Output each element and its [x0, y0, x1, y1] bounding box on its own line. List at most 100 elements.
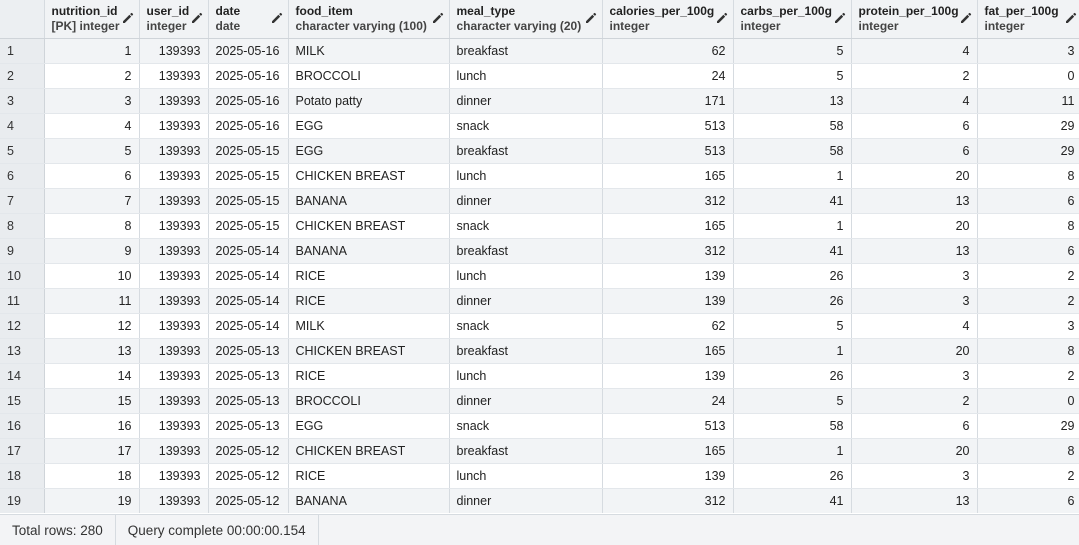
- cell-nutrition-id[interactable]: 5: [44, 138, 140, 164]
- cell-calories-per-100g[interactable]: 139: [602, 463, 734, 489]
- cell-carbs-per-100g[interactable]: 58: [733, 138, 852, 164]
- cell-protein-per-100g[interactable]: 20: [851, 438, 978, 464]
- row-number[interactable]: 9: [0, 238, 45, 264]
- cell-nutrition-id[interactable]: 9: [44, 238, 140, 264]
- row-number[interactable]: 15: [0, 388, 45, 414]
- cell-calories-per-100g[interactable]: 139: [602, 288, 734, 314]
- cell-protein-per-100g[interactable]: 13: [851, 238, 978, 264]
- cell-food-item[interactable]: BANANA: [288, 188, 450, 214]
- table-row[interactable]: 2 2 139393 2025-05-16 BROCCOLI lunch 24 5 2 0: [0, 63, 1079, 89]
- table-row[interactable]: 8 8 139393 2025-05-15 CHICKEN BREAST snack 165…: [0, 213, 1079, 239]
- cell-fat-per-100g[interactable]: 2: [977, 288, 1079, 314]
- cell-date[interactable]: 2025-05-15: [208, 188, 289, 214]
- cell-carbs-per-100g[interactable]: 26: [733, 263, 852, 289]
- cell-nutrition-id[interactable]: 2: [44, 63, 140, 89]
- table-row[interactable]: 9 9 139393 2025-05-14 BANANA breakfast 312 41 13…: [0, 238, 1079, 264]
- cell-calories-per-100g[interactable]: 165: [602, 338, 734, 364]
- cell-meal-type[interactable]: lunch: [449, 63, 603, 89]
- cell-carbs-per-100g[interactable]: 41: [733, 188, 852, 214]
- row-number[interactable]: 19: [0, 488, 45, 513]
- cell-date[interactable]: 2025-05-14: [208, 313, 289, 339]
- column-header-user-id[interactable]: user_id integer: [139, 0, 209, 39]
- cell-carbs-per-100g[interactable]: 5: [733, 38, 852, 64]
- cell-calories-per-100g[interactable]: 139: [602, 363, 734, 389]
- cell-fat-per-100g[interactable]: 8: [977, 438, 1079, 464]
- table-row[interactable]: 14 14 139393 2025-05-13 RICE lunch 139 26 3 2: [0, 363, 1079, 389]
- cell-calories-per-100g[interactable]: 24: [602, 63, 734, 89]
- cell-meal-type[interactable]: breakfast: [449, 238, 603, 264]
- cell-protein-per-100g[interactable]: 6: [851, 113, 978, 139]
- cell-date[interactable]: 2025-05-14: [208, 288, 289, 314]
- cell-meal-type[interactable]: dinner: [449, 488, 603, 513]
- cell-food-item[interactable]: Potato patty: [288, 88, 450, 114]
- cell-date[interactable]: 2025-05-14: [208, 263, 289, 289]
- table-row[interactable]: 1 1 139393 2025-05-16 MILK breakfast 62 5 4 3: [0, 38, 1079, 64]
- table-row[interactable]: 16 16 139393 2025-05-13 EGG snack 513 58 6 29: [0, 413, 1079, 439]
- cell-fat-per-100g[interactable]: 0: [977, 388, 1079, 414]
- pencil-icon[interactable]: [960, 12, 972, 24]
- row-number[interactable]: 3: [0, 88, 45, 114]
- cell-protein-per-100g[interactable]: 4: [851, 313, 978, 339]
- cell-protein-per-100g[interactable]: 3: [851, 263, 978, 289]
- cell-food-item[interactable]: EGG: [288, 138, 450, 164]
- cell-protein-per-100g[interactable]: 6: [851, 138, 978, 164]
- cell-user-id[interactable]: 139393: [139, 463, 209, 489]
- cell-meal-type[interactable]: dinner: [449, 388, 603, 414]
- cell-protein-per-100g[interactable]: 20: [851, 338, 978, 364]
- cell-user-id[interactable]: 139393: [139, 363, 209, 389]
- cell-meal-type[interactable]: dinner: [449, 88, 603, 114]
- data-grid[interactable]: nutrition_id [PK] integer user_id integer da…: [0, 0, 1079, 513]
- cell-carbs-per-100g[interactable]: 26: [733, 363, 852, 389]
- pencil-icon[interactable]: [1065, 12, 1077, 24]
- cell-meal-type[interactable]: breakfast: [449, 138, 603, 164]
- cell-date[interactable]: 2025-05-16: [208, 63, 289, 89]
- column-header-protein-per-100g[interactable]: protein_per_100g integer: [851, 0, 978, 39]
- column-header-date[interactable]: date date: [208, 0, 289, 39]
- table-row[interactable]: 10 10 139393 2025-05-14 RICE lunch 139 26 3 2: [0, 263, 1079, 289]
- cell-date[interactable]: 2025-05-16: [208, 113, 289, 139]
- table-row[interactable]: 6 6 139393 2025-05-15 CHICKEN BREAST lunch 165…: [0, 163, 1079, 189]
- cell-meal-type[interactable]: snack: [449, 113, 603, 139]
- cell-food-item[interactable]: MILK: [288, 313, 450, 339]
- row-number[interactable]: 11: [0, 288, 45, 314]
- cell-nutrition-id[interactable]: 3: [44, 88, 140, 114]
- row-number[interactable]: 2: [0, 63, 45, 89]
- row-number[interactable]: 14: [0, 363, 45, 389]
- cell-carbs-per-100g[interactable]: 26: [733, 463, 852, 489]
- cell-calories-per-100g[interactable]: 165: [602, 163, 734, 189]
- cell-nutrition-id[interactable]: 15: [44, 388, 140, 414]
- cell-protein-per-100g[interactable]: 13: [851, 488, 978, 513]
- cell-protein-per-100g[interactable]: 4: [851, 38, 978, 64]
- cell-calories-per-100g[interactable]: 165: [602, 438, 734, 464]
- cell-date[interactable]: 2025-05-14: [208, 238, 289, 264]
- cell-food-item[interactable]: EGG: [288, 413, 450, 439]
- cell-meal-type[interactable]: lunch: [449, 463, 603, 489]
- cell-calories-per-100g[interactable]: 513: [602, 138, 734, 164]
- cell-fat-per-100g[interactable]: 29: [977, 113, 1079, 139]
- cell-fat-per-100g[interactable]: 6: [977, 488, 1079, 513]
- cell-nutrition-id[interactable]: 12: [44, 313, 140, 339]
- cell-meal-type[interactable]: snack: [449, 213, 603, 239]
- row-number[interactable]: 12: [0, 313, 45, 339]
- cell-user-id[interactable]: 139393: [139, 338, 209, 364]
- table-row[interactable]: 3 3 139393 2025-05-16 Potato patty dinner 171 1…: [0, 88, 1079, 114]
- cell-user-id[interactable]: 139393: [139, 388, 209, 414]
- table-row[interactable]: 7 7 139393 2025-05-15 BANANA dinner 312 41 13 6: [0, 188, 1079, 214]
- cell-user-id[interactable]: 139393: [139, 413, 209, 439]
- cell-food-item[interactable]: CHICKEN BREAST: [288, 438, 450, 464]
- cell-fat-per-100g[interactable]: 8: [977, 163, 1079, 189]
- cell-nutrition-id[interactable]: 17: [44, 438, 140, 464]
- cell-carbs-per-100g[interactable]: 1: [733, 438, 852, 464]
- cell-food-item[interactable]: BROCCOLI: [288, 388, 450, 414]
- cell-calories-per-100g[interactable]: 312: [602, 188, 734, 214]
- cell-date[interactable]: 2025-05-15: [208, 163, 289, 189]
- pencil-icon[interactable]: [271, 12, 283, 24]
- cell-meal-type[interactable]: breakfast: [449, 438, 603, 464]
- cell-protein-per-100g[interactable]: 3: [851, 463, 978, 489]
- cell-date[interactable]: 2025-05-13: [208, 413, 289, 439]
- cell-user-id[interactable]: 139393: [139, 288, 209, 314]
- cell-fat-per-100g[interactable]: 2: [977, 363, 1079, 389]
- table-row[interactable]: 15 15 139393 2025-05-13 BROCCOLI dinner 24 5 2 0: [0, 388, 1079, 414]
- cell-nutrition-id[interactable]: 6: [44, 163, 140, 189]
- row-number[interactable]: 10: [0, 263, 45, 289]
